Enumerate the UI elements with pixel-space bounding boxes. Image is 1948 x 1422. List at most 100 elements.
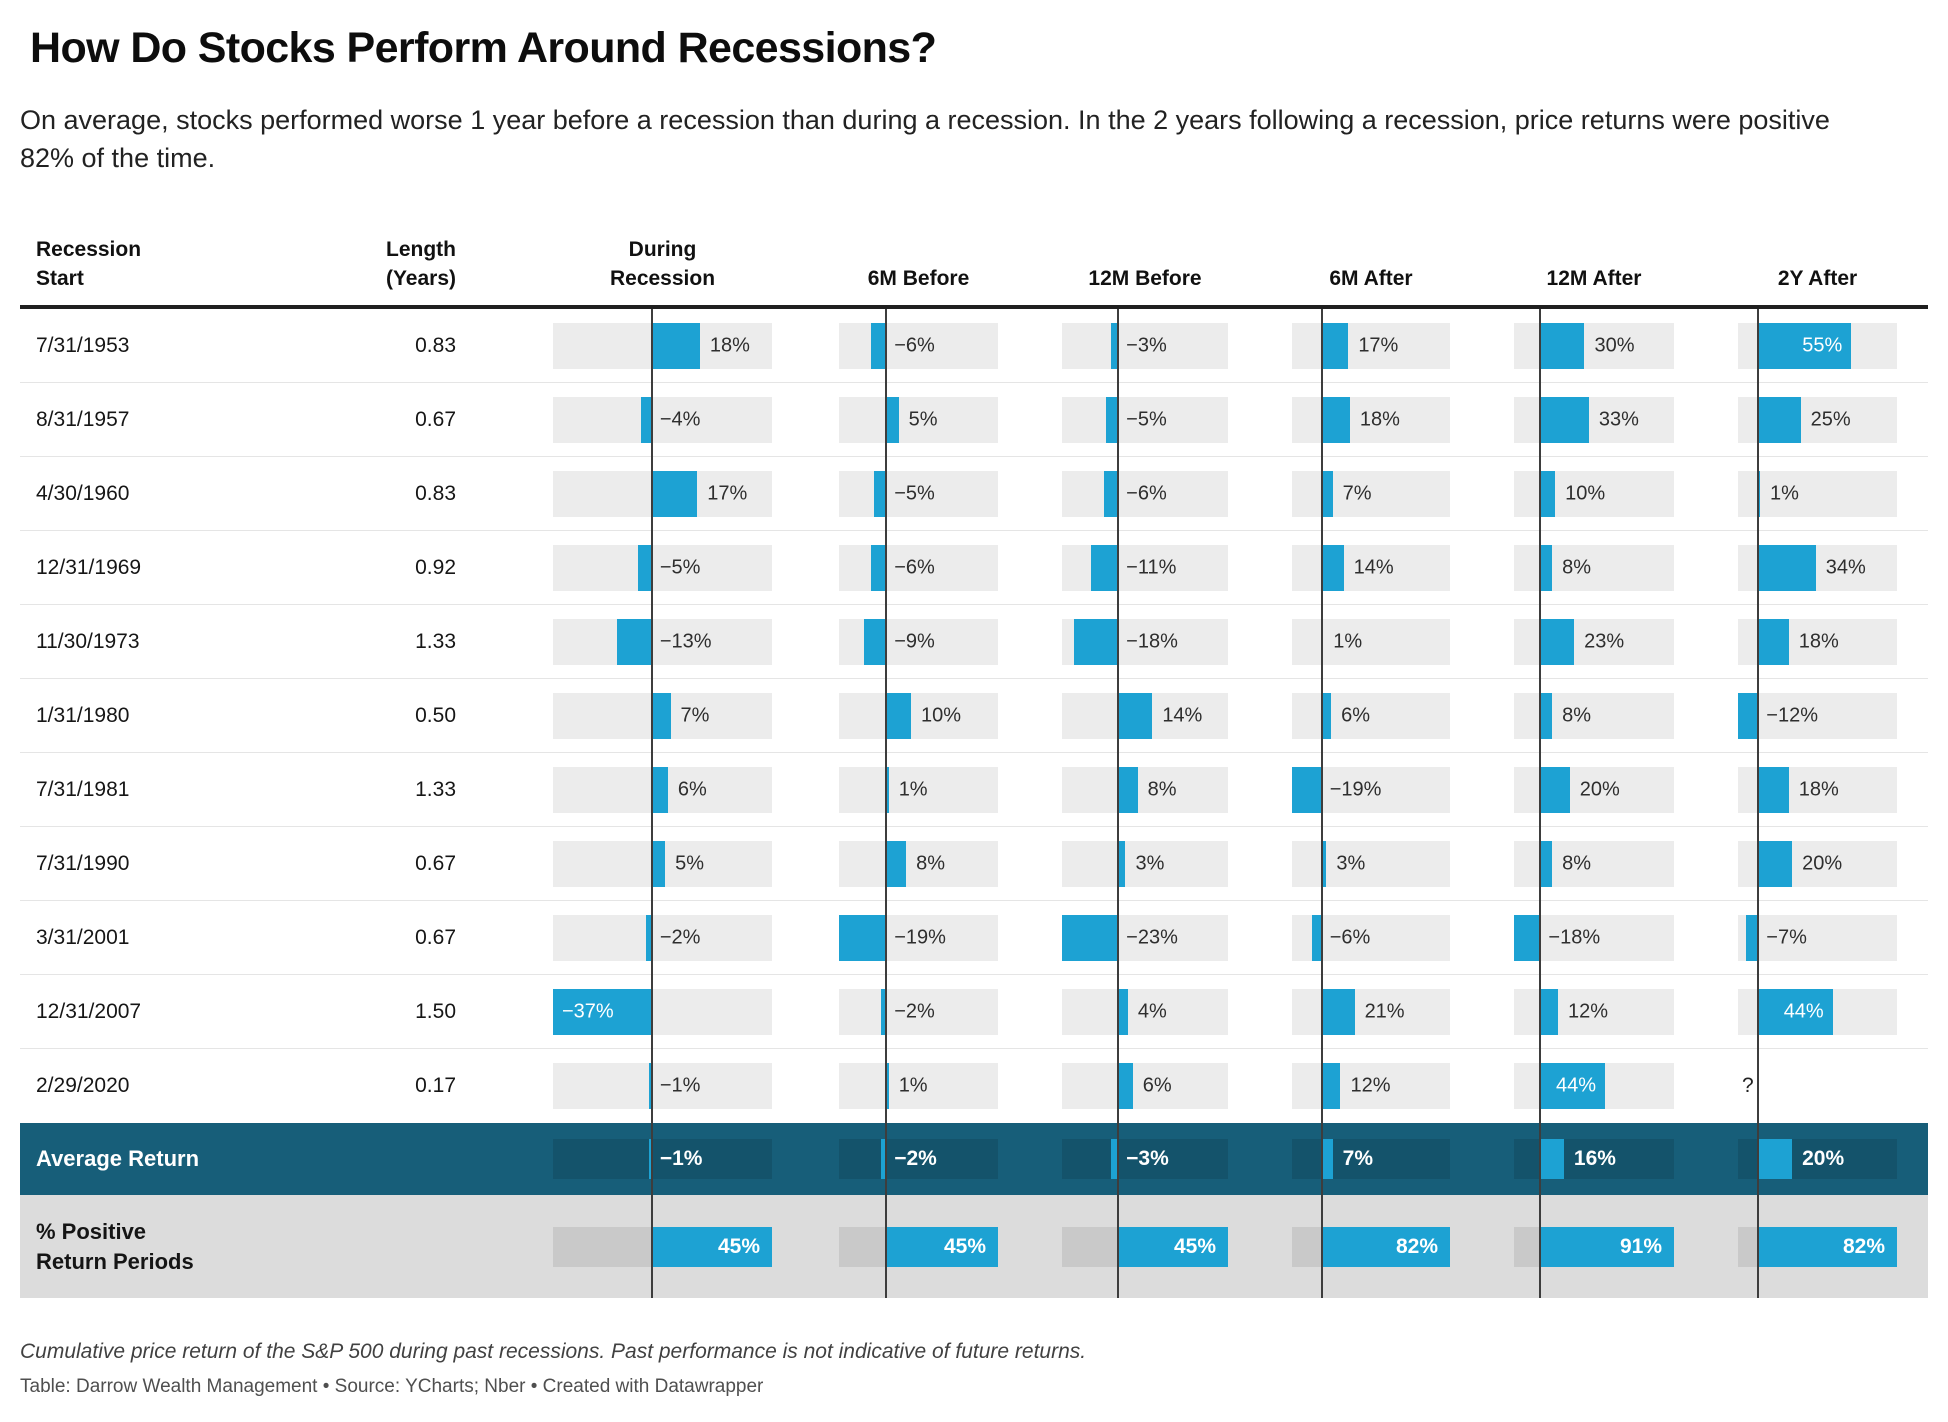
bar-value-label: 6% xyxy=(1142,1074,1172,1097)
bar xyxy=(863,618,887,665)
length-years-cell: 1.33 xyxy=(415,629,456,653)
bar xyxy=(1321,692,1332,739)
bar-value-label: 55% xyxy=(1802,334,1843,356)
bar-track: 20% xyxy=(1738,1139,1897,1179)
bar-cell-during: 17% xyxy=(456,457,772,530)
bar xyxy=(1103,470,1119,517)
bar-cell-m12_before: 8% xyxy=(998,753,1228,826)
percent-positive-row: % Positive Return Periods 45% 45% 45% 82% 91%… xyxy=(20,1195,1928,1298)
column-header-label: During Recession xyxy=(609,238,716,290)
bar-track: 10% xyxy=(839,692,998,739)
bar-track: 25% xyxy=(1738,396,1897,443)
bar-track: −3% xyxy=(1062,322,1228,369)
bar-cell-m6_after: 1% xyxy=(1228,605,1450,678)
bar-cell-m6_after: −19% xyxy=(1228,753,1450,826)
recession-start-cell: 12/31/2007 xyxy=(36,999,142,1023)
bar-track: −6% xyxy=(839,322,998,369)
bar-value-label: −1% xyxy=(659,1147,703,1170)
bar-value-label: 12% xyxy=(1350,1074,1391,1097)
bar-track: 20% xyxy=(1738,840,1897,887)
length-years-cell: 0.67 xyxy=(415,925,456,949)
bar-value-label: 17% xyxy=(1358,334,1399,356)
bar xyxy=(1540,322,1585,369)
bar-track: −1% xyxy=(553,1063,772,1109)
zero-axis-line xyxy=(885,309,888,1298)
bar-cell-m6_after: 18% xyxy=(1228,383,1450,456)
bar-cell-m12_after: 12% xyxy=(1450,975,1674,1048)
bar-value-label: 21% xyxy=(1364,1000,1405,1022)
bar-track: −13% xyxy=(553,618,772,665)
table-row: 7/31/1990 0.67 5% 8% 3% 3% 8% 20% xyxy=(20,827,1928,901)
bar xyxy=(649,1139,652,1179)
bar-track: 82% xyxy=(1292,1226,1450,1267)
bar-cell-m6_after: −6% xyxy=(1228,901,1450,974)
bar-track: 18% xyxy=(1738,766,1897,813)
recession-table: Recession Start Length (Years) During Re… xyxy=(20,211,1928,1298)
bar-track: 14% xyxy=(1292,544,1450,591)
recession-start-cell: 1/31/1980 xyxy=(36,703,130,727)
bar-value-label: 12% xyxy=(1568,1000,1609,1022)
bar-cell-m12_before: −18% xyxy=(998,605,1228,678)
bar xyxy=(651,766,668,813)
length-years-cell: 0.83 xyxy=(415,481,456,505)
column-header-recession-start: Recession Start xyxy=(36,238,142,290)
column-header-during-recession: During Recession xyxy=(456,235,772,305)
bar-value-label: −6% xyxy=(894,334,935,356)
bar xyxy=(651,322,700,369)
bar-cell-m12_after: 16% xyxy=(1450,1123,1674,1195)
bar xyxy=(1758,840,1793,887)
bar xyxy=(886,692,912,739)
bar-cell-m6_after: 14% xyxy=(1228,531,1450,604)
bar-value-label: 3% xyxy=(1135,852,1165,874)
bar-track: 82% xyxy=(1738,1226,1897,1267)
bar-value-label: 8% xyxy=(1147,778,1177,800)
bar-track: 16% xyxy=(1514,1139,1674,1179)
bar-cell-y2_after: 82% xyxy=(1674,1195,1897,1298)
bar-track: 30% xyxy=(1514,322,1674,369)
bar-track: −11% xyxy=(1062,544,1228,591)
table-row: 7/31/1981 1.33 6% 1% 8% −19% 20% 18% xyxy=(20,753,1928,827)
bar-track: −7% xyxy=(1738,914,1897,961)
recession-start-cell: 7/31/1953 xyxy=(36,333,130,357)
bar-cell-m12_after: −18% xyxy=(1450,901,1674,974)
bar-cell-y2_after: −12% xyxy=(1674,679,1897,752)
bar-cell-m12_after: 23% xyxy=(1450,605,1674,678)
bar xyxy=(1758,1226,1897,1267)
bar xyxy=(886,766,889,813)
bar-value-label: 20% xyxy=(1802,852,1843,874)
bar-track: −5% xyxy=(1062,396,1228,443)
column-header-label: 6M Before xyxy=(867,267,970,290)
bar-cell-m12_before: 14% xyxy=(998,679,1228,752)
bar xyxy=(1321,988,1355,1035)
bar-cell-m6_before: 45% xyxy=(772,1195,998,1298)
column-header-6m-before: 6M Before xyxy=(772,264,998,305)
bar xyxy=(1540,840,1553,887)
bar-track: ? xyxy=(1738,1063,1897,1109)
bar xyxy=(886,1226,998,1267)
bar xyxy=(651,470,698,517)
bar-value-label: 8% xyxy=(916,852,945,874)
bar-value-label: −6% xyxy=(1126,482,1167,504)
bar xyxy=(1758,322,1852,369)
bar-cell-m12_after: 30% xyxy=(1450,309,1674,382)
bar-cell-m6_before: −5% xyxy=(772,457,998,530)
bar xyxy=(886,396,899,443)
bar xyxy=(553,988,652,1035)
bar xyxy=(646,914,652,961)
bar-track: 10% xyxy=(1514,470,1674,517)
bar-track: 5% xyxy=(839,396,998,443)
bar-cell-m6_after: 7% xyxy=(1228,457,1450,530)
attribution: Table: Darrow Wealth Management • Source… xyxy=(20,1376,764,1397)
bar xyxy=(1540,470,1556,517)
bar-track: 18% xyxy=(1292,396,1450,443)
bar xyxy=(873,470,887,517)
table-row: 2/29/2020 0.17 −1% 1% 6% 12% 44%? xyxy=(20,1049,1928,1123)
bar-value-label: 18% xyxy=(1798,778,1839,800)
bar-cell-during: 6% xyxy=(456,753,772,826)
recession-start-cell: 11/30/1973 xyxy=(36,629,140,653)
bar-track: −18% xyxy=(1514,914,1674,961)
bar-track: 23% xyxy=(1514,618,1674,665)
bar-cell-m6_before: 5% xyxy=(772,383,998,456)
bar xyxy=(1758,988,1833,1035)
